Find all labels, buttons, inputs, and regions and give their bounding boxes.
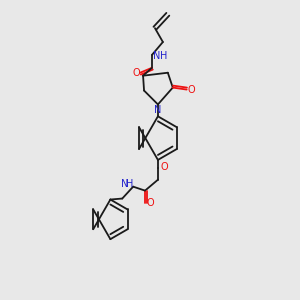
- Text: N: N: [153, 51, 161, 61]
- Text: N: N: [121, 179, 128, 189]
- Text: O: O: [160, 162, 168, 172]
- Text: O: O: [146, 197, 154, 208]
- Text: O: O: [188, 85, 195, 94]
- Text: N: N: [154, 105, 162, 116]
- Text: O: O: [132, 68, 140, 78]
- Text: H: H: [160, 51, 168, 61]
- Text: H: H: [127, 179, 134, 189]
